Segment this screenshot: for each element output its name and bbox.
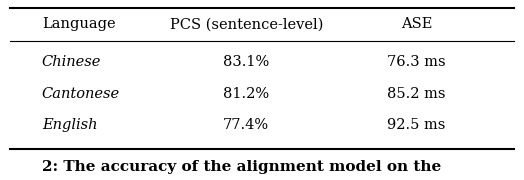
Text: Chinese: Chinese xyxy=(42,55,101,69)
Text: Language: Language xyxy=(42,17,116,31)
Text: 76.3 ms: 76.3 ms xyxy=(387,55,446,69)
Text: 92.5 ms: 92.5 ms xyxy=(387,118,446,132)
Text: PCS (sentence-level): PCS (sentence-level) xyxy=(170,17,323,31)
Text: Cantonese: Cantonese xyxy=(42,87,120,102)
Text: 83.1%: 83.1% xyxy=(223,55,269,69)
Text: English: English xyxy=(42,118,97,132)
Text: 77.4%: 77.4% xyxy=(223,118,269,132)
Text: 85.2 ms: 85.2 ms xyxy=(387,87,446,102)
Text: 81.2%: 81.2% xyxy=(223,87,269,102)
Text: 2: The accuracy of the alignment model on the: 2: The accuracy of the alignment model o… xyxy=(42,160,441,174)
Text: ASE: ASE xyxy=(401,17,432,31)
